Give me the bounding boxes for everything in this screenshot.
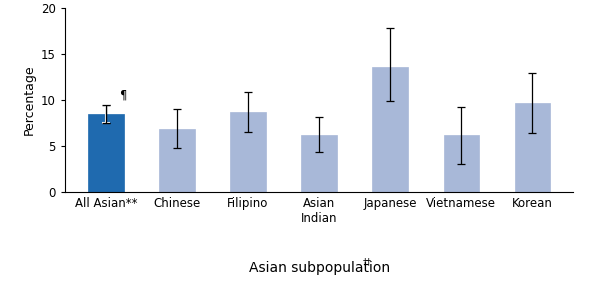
- Y-axis label: Percentage: Percentage: [22, 65, 35, 135]
- Bar: [443, 135, 479, 192]
- Bar: [230, 112, 266, 192]
- Text: Asian subpopulation: Asian subpopulation: [249, 261, 389, 276]
- Bar: [372, 67, 408, 192]
- Text: ¶: ¶: [119, 89, 126, 102]
- Text: ††: ††: [362, 257, 371, 266]
- Bar: [301, 135, 337, 192]
- Bar: [515, 103, 550, 192]
- Bar: [88, 114, 124, 192]
- Bar: [159, 129, 195, 192]
